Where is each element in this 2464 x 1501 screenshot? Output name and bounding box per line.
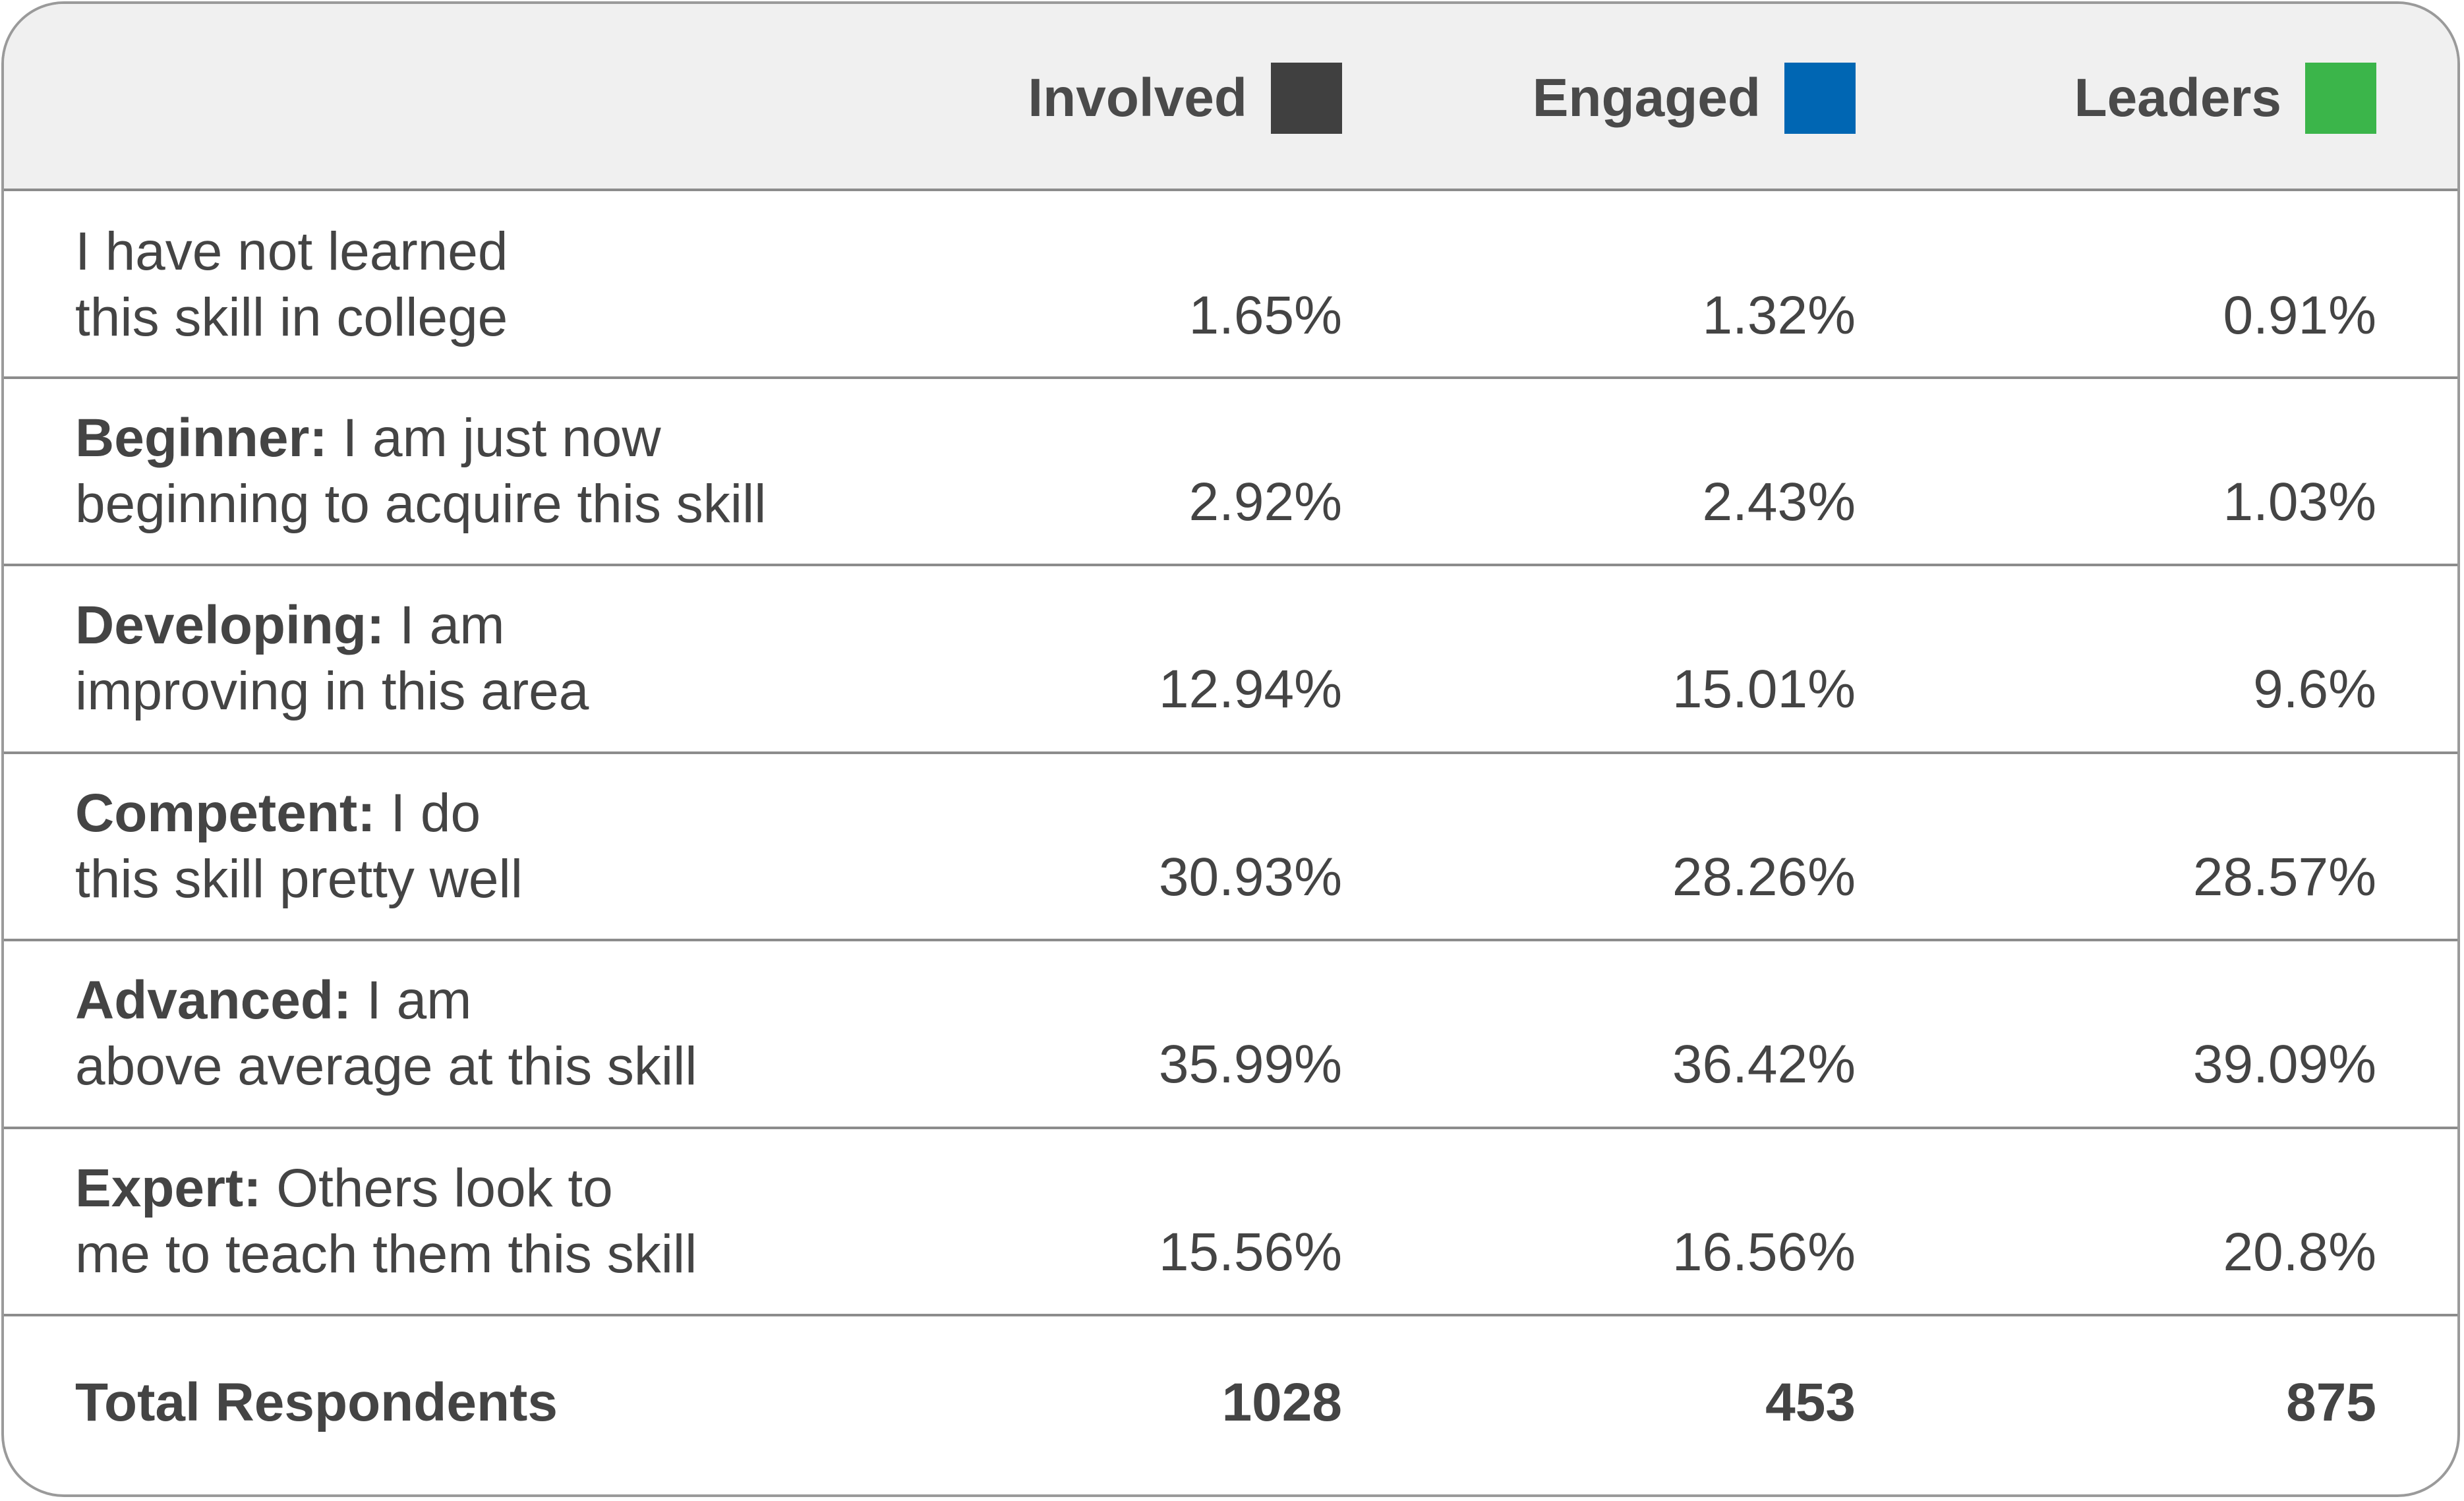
- cell-leaders: 0.91%: [2223, 285, 2376, 345]
- row-label: Competent: I do this skill pretty well: [75, 783, 523, 909]
- table-row: Expert: Others look to me to teach them …: [4, 1129, 2457, 1316]
- row-label: Developing: I am improving in this area: [75, 595, 589, 721]
- total-leaders: 875: [2286, 1372, 2376, 1432]
- cell-engaged: 16.56%: [1672, 1222, 1856, 1282]
- cell-involved: 2.92%: [1188, 472, 1342, 532]
- column-label-involved: Involved: [1028, 68, 1247, 128]
- legend-swatch-involved: [1271, 63, 1342, 134]
- cell-involved: 35.99%: [1158, 1034, 1342, 1094]
- cell-involved: 12.94%: [1158, 659, 1342, 719]
- column-label-leaders: Leaders: [2074, 68, 2281, 128]
- column-header-leaders: Leaders: [2074, 62, 2376, 134]
- cell-leaders: 28.57%: [2192, 847, 2376, 907]
- table-row: Developing: I am improving in this area …: [4, 566, 2457, 754]
- total-row: Total Respondents 1028 453 875: [4, 1316, 2457, 1494]
- row-label: I have not learned this skill in college: [75, 221, 508, 347]
- cell-engaged: 36.42%: [1672, 1034, 1856, 1094]
- cell-engaged: 1.32%: [1702, 285, 1856, 345]
- total-engaged: 453: [1765, 1372, 1856, 1432]
- legend-swatch-leaders: [2305, 63, 2376, 134]
- total-involved: 1028: [1221, 1372, 1342, 1432]
- row-label: Beginner: I am just now beginning to acq…: [75, 408, 767, 534]
- row-label: Expert: Others look to me to teach them …: [75, 1158, 697, 1284]
- cell-leaders: 20.8%: [2223, 1222, 2376, 1282]
- legend-swatch-engaged: [1784, 63, 1856, 134]
- cell-engaged: 28.26%: [1672, 847, 1856, 907]
- cell-involved: 30.93%: [1158, 847, 1342, 907]
- cell-leaders: 9.6%: [2253, 659, 2376, 719]
- cell-involved: 1.65%: [1188, 285, 1342, 345]
- table-row: I have not learned this skill in college…: [4, 191, 2457, 379]
- table-row: Advanced: I am above average at this ski…: [4, 941, 2457, 1129]
- cell-engaged: 15.01%: [1672, 659, 1856, 719]
- cell-leaders: 1.03%: [2223, 472, 2376, 532]
- row-label: Advanced: I am above average at this ski…: [75, 970, 697, 1096]
- table-header: Involved Engaged Leaders: [4, 4, 2457, 191]
- table-row: Beginner: I am just now beginning to acq…: [4, 379, 2457, 566]
- column-header-involved: Involved: [1028, 62, 1342, 134]
- column-label-engaged: Engaged: [1532, 68, 1761, 128]
- total-respondents-label: Total Respondents: [75, 1372, 558, 1432]
- table-row: Competent: I do this skill pretty well 3…: [4, 754, 2457, 941]
- cell-involved: 15.56%: [1158, 1222, 1342, 1282]
- cell-engaged: 2.43%: [1702, 472, 1856, 532]
- column-header-engaged: Engaged: [1533, 62, 1856, 134]
- cell-leaders: 39.09%: [2192, 1034, 2376, 1094]
